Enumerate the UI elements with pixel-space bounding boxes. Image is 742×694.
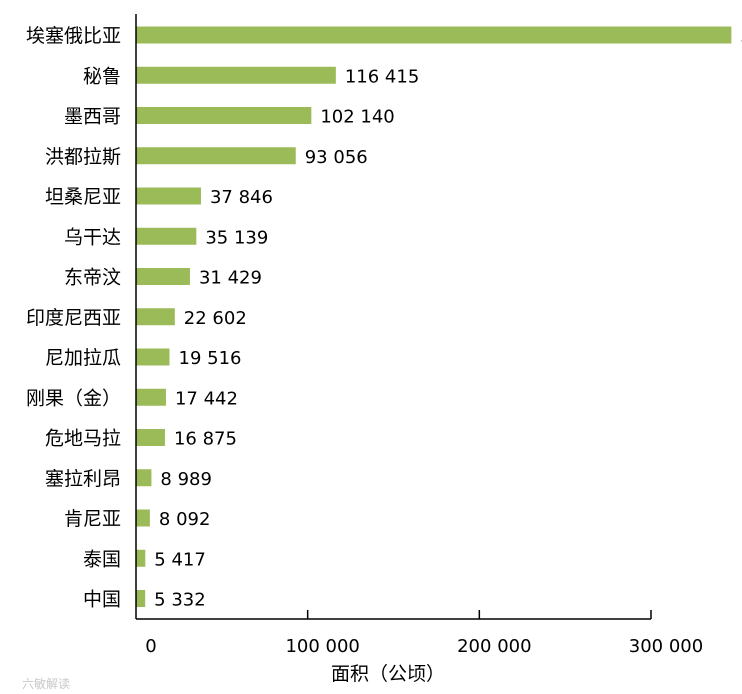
bar bbox=[136, 348, 170, 366]
category-label: 中国 bbox=[83, 589, 121, 611]
value-label: 346 816 bbox=[740, 26, 742, 47]
x-tick-label: 200 000 bbox=[457, 636, 531, 657]
value-label: 17 442 bbox=[175, 388, 238, 409]
x-tick-label: 100 000 bbox=[285, 636, 359, 657]
bar bbox=[136, 268, 190, 285]
bar bbox=[136, 308, 175, 326]
value-label: 5 332 bbox=[154, 590, 206, 611]
bar bbox=[136, 66, 336, 84]
value-label: 19 516 bbox=[179, 348, 242, 369]
value-label: 16 875 bbox=[174, 429, 237, 450]
value-label: 8 989 bbox=[160, 469, 212, 490]
bar bbox=[136, 107, 312, 124]
category-label: 刚果（金） bbox=[26, 387, 121, 409]
bar bbox=[136, 590, 146, 607]
bar bbox=[136, 147, 296, 165]
bar bbox=[136, 549, 146, 567]
category-label: 洪都拉斯 bbox=[45, 146, 121, 168]
value-label: 37 846 bbox=[210, 187, 273, 208]
category-label: 肯尼亚 bbox=[64, 508, 121, 530]
value-label: 22 602 bbox=[184, 308, 247, 329]
value-label: 116 415 bbox=[345, 66, 419, 87]
bar bbox=[136, 227, 197, 245]
category-label: 东帝汶 bbox=[64, 267, 121, 289]
category-label: 墨西哥 bbox=[64, 106, 121, 128]
category-label: 乌干达 bbox=[64, 226, 121, 248]
x-axis-ticks: 0 100 000 200 000 300 000 bbox=[145, 610, 703, 657]
bar bbox=[136, 187, 201, 205]
category-label: 塞拉利昂 bbox=[45, 468, 121, 490]
bar bbox=[136, 429, 165, 446]
x-tick-label: 300 000 bbox=[629, 636, 703, 657]
value-label: 35 139 bbox=[205, 227, 268, 248]
category-label: 埃塞俄比亚 bbox=[26, 25, 121, 47]
bars-group bbox=[136, 26, 732, 607]
category-label: 尼加拉瓜 bbox=[45, 347, 121, 369]
x-tick-label: 0 bbox=[145, 636, 156, 657]
category-label: 泰国 bbox=[83, 548, 121, 570]
bar bbox=[136, 388, 166, 406]
bar bbox=[136, 26, 732, 44]
x-axis-title: 面积（公顷） bbox=[331, 663, 445, 685]
value-label: 93 056 bbox=[305, 147, 368, 168]
watermark: 六敏解读 bbox=[22, 676, 70, 691]
value-label: 102 140 bbox=[320, 107, 394, 128]
category-label: 坦桑尼亚 bbox=[45, 186, 121, 208]
value-label: 8 092 bbox=[159, 509, 211, 530]
category-label: 危地马拉 bbox=[45, 428, 121, 450]
bar bbox=[136, 509, 150, 527]
category-label: 印度尼西亚 bbox=[26, 307, 121, 329]
category-label: 秘鲁 bbox=[83, 65, 121, 87]
value-label: 5 417 bbox=[154, 549, 206, 570]
value-label: 31 429 bbox=[199, 268, 262, 289]
value-labels: 346 816 116 415 102 140 93 056 37 846 35 139 3… bbox=[154, 26, 742, 611]
bar bbox=[136, 469, 152, 487]
